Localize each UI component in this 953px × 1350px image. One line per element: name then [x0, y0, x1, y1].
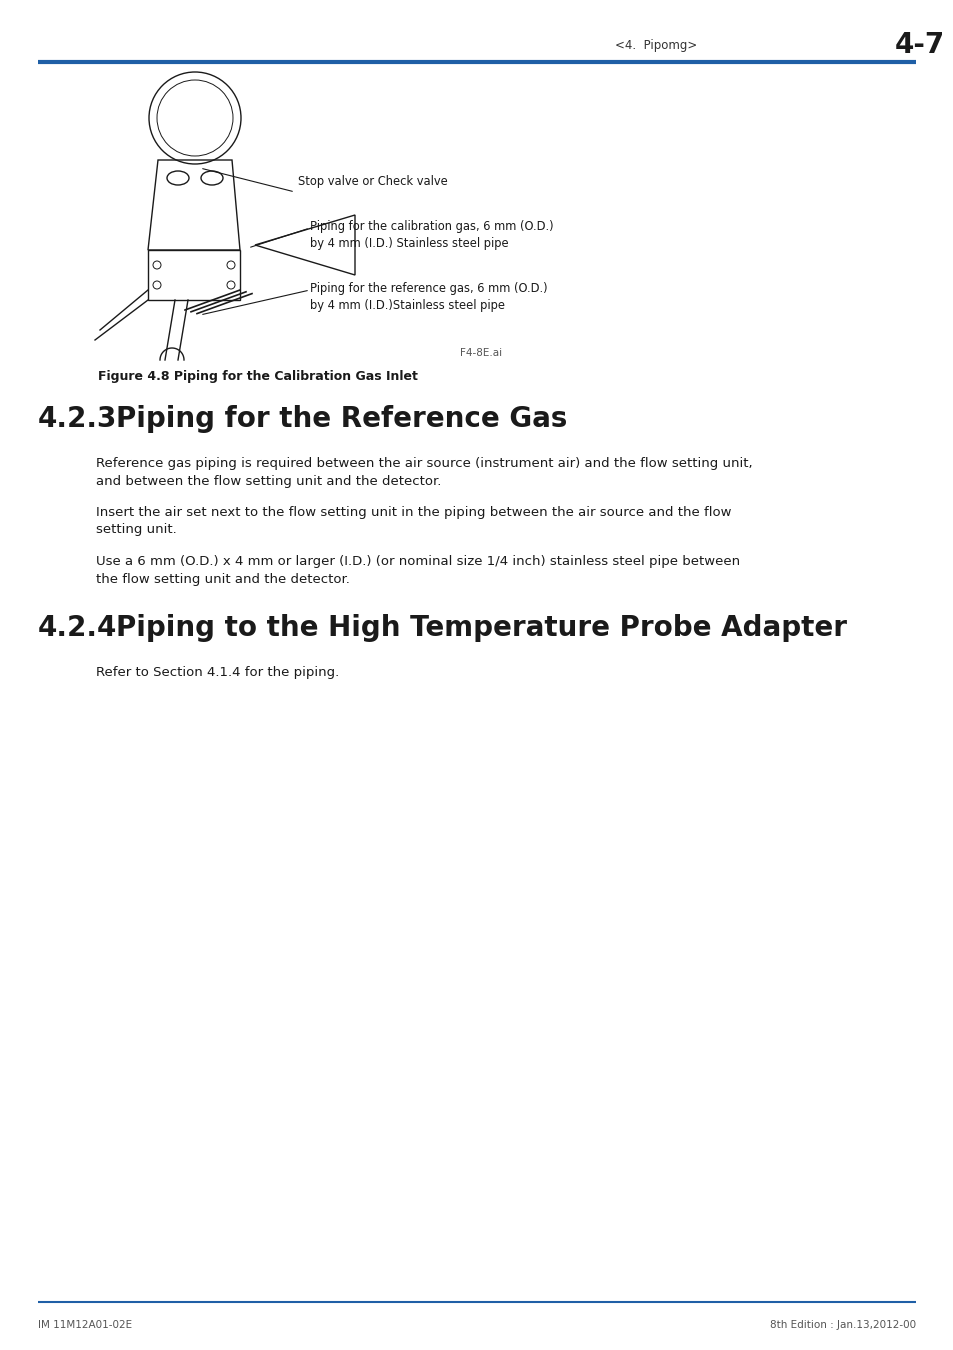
Text: Piping to the High Temperature Probe Adapter: Piping to the High Temperature Probe Ada… — [116, 614, 846, 643]
Text: Piping for the calibration gas, 6 mm (O.D.)
by 4 mm (I.D.) Stainless steel pipe: Piping for the calibration gas, 6 mm (O.… — [310, 220, 553, 251]
Text: Insert the air set next to the flow setting unit in the piping between the air s: Insert the air set next to the flow sett… — [96, 506, 731, 536]
Text: Refer to Section 4.1.4 for the piping.: Refer to Section 4.1.4 for the piping. — [96, 666, 339, 679]
Text: IM 11M12A01-02E: IM 11M12A01-02E — [38, 1320, 132, 1330]
Text: 4.2.3: 4.2.3 — [38, 405, 117, 433]
Text: Reference gas piping is required between the air source (instrument air) and the: Reference gas piping is required between… — [96, 458, 752, 487]
Text: Piping for the Reference Gas: Piping for the Reference Gas — [116, 405, 567, 433]
Text: 4-7: 4-7 — [894, 31, 944, 59]
Text: Stop valve or Check valve: Stop valve or Check valve — [297, 176, 447, 188]
Text: Piping for the reference gas, 6 mm (O.D.)
by 4 mm (I.D.)Stainless steel pipe: Piping for the reference gas, 6 mm (O.D.… — [310, 282, 547, 312]
Text: 8th Edition : Jan.13,2012-00: 8th Edition : Jan.13,2012-00 — [769, 1320, 915, 1330]
Text: Figure 4.8 Piping for the Calibration Gas Inlet: Figure 4.8 Piping for the Calibration Ga… — [98, 370, 417, 383]
Text: 4.2.4: 4.2.4 — [38, 614, 117, 643]
Text: F4-8E.ai: F4-8E.ai — [459, 348, 501, 358]
Text: <4.  Pipomg>: <4. Pipomg> — [615, 39, 697, 51]
Text: Use a 6 mm (O.D.) x 4 mm or larger (I.D.) (or nominal size 1/4 inch) stainless s: Use a 6 mm (O.D.) x 4 mm or larger (I.D.… — [96, 555, 740, 586]
